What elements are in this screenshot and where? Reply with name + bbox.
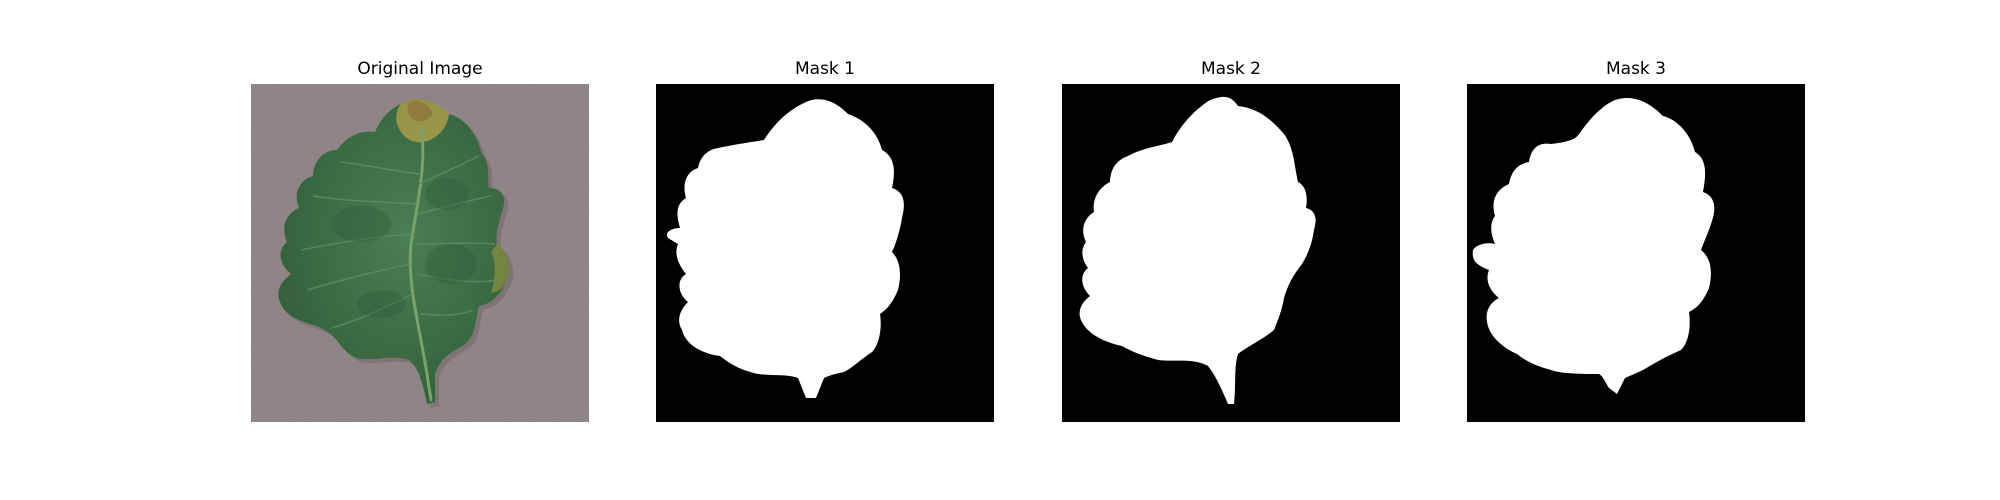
mask-3-panel: [1467, 84, 1805, 422]
mask-1-panel: [656, 84, 994, 422]
panel-title-mask-2: Mask 2: [1062, 58, 1400, 80]
panel-title-mask-1: Mask 1: [656, 58, 994, 80]
mask-3-image: [1467, 84, 1805, 422]
panel-title-original: Original Image: [251, 58, 589, 80]
mask-2-image: [1062, 84, 1400, 422]
leaf-photo: [251, 84, 589, 422]
panel-title-mask-3: Mask 3: [1467, 58, 1805, 80]
mask-2-panel: [1062, 84, 1400, 422]
original-image-panel: [251, 84, 589, 422]
mask-1-image: [656, 84, 994, 422]
